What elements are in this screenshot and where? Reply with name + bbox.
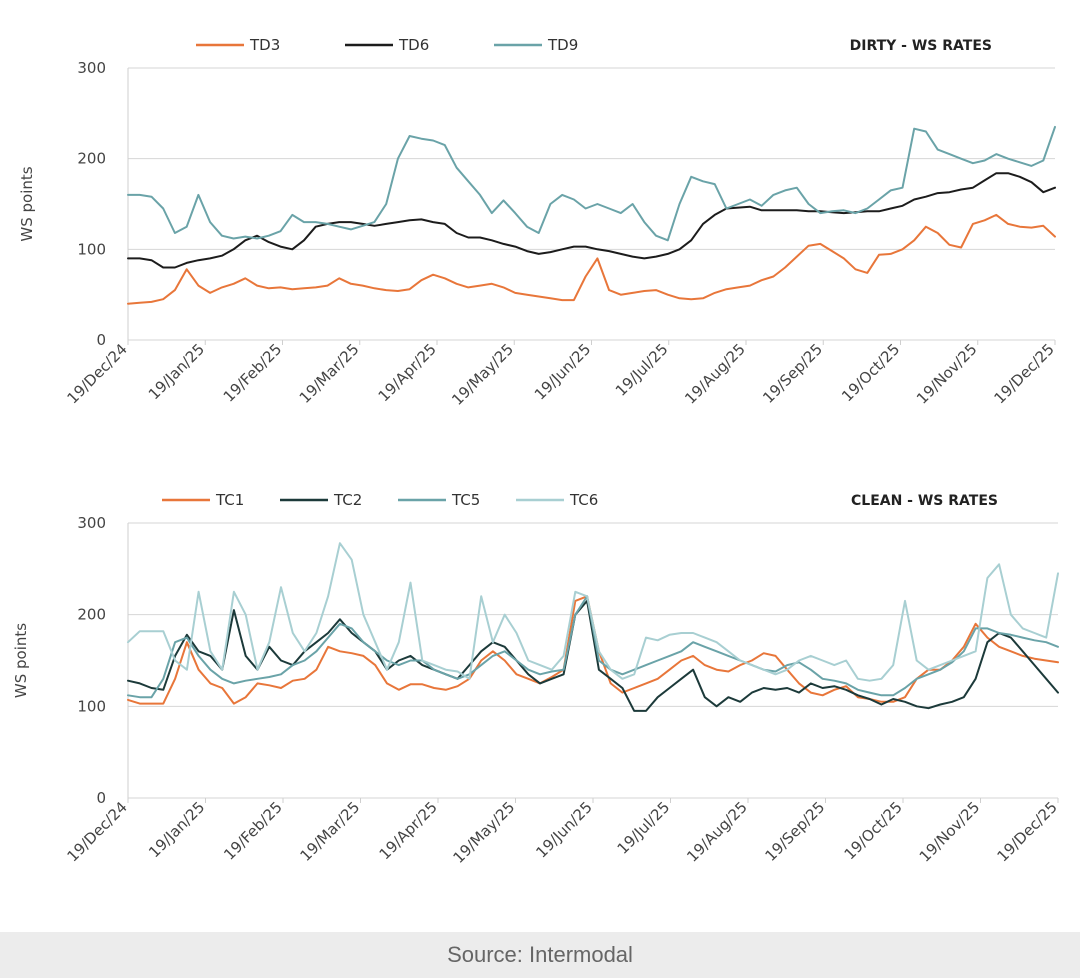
- legend-label-tc1: TC1: [215, 491, 244, 509]
- x-tick-label: 19/May/25: [450, 798, 519, 867]
- y-tick-label: 0: [96, 789, 106, 807]
- x-tick-label: 19/Mar/25: [296, 798, 363, 865]
- x-tick-label: 19/Dec/25: [990, 340, 1057, 407]
- legend-label-tc6: TC6: [569, 491, 598, 509]
- y-axis-label: WS points: [12, 623, 30, 698]
- x-tick-label: 19/Apr/25: [376, 798, 441, 863]
- y-tick-label: 300: [77, 514, 106, 532]
- source-text: Source: Intermodal: [447, 942, 633, 967]
- legend-label-td9: TD9: [547, 36, 578, 54]
- x-tick-label: 19/Nov/25: [916, 798, 984, 866]
- x-tick-label: 19/Sep/25: [759, 340, 826, 407]
- x-tick-label: 19/Oct/25: [838, 340, 903, 405]
- legend-label-tc2: TC2: [333, 491, 362, 509]
- x-tick-label: 19/Dec/24: [63, 340, 130, 407]
- series-line-tc6: [127, 542, 1059, 682]
- source-footer: Source: Intermodal: [0, 932, 1080, 978]
- chart-title: DIRTY - WS RATES: [850, 38, 992, 54]
- x-tick-label: 19/Apr/25: [375, 340, 440, 405]
- legend-label-tc5: TC5: [451, 491, 480, 509]
- x-tick-label: 19/Oct/25: [841, 798, 906, 863]
- y-tick-label: 300: [77, 59, 106, 77]
- x-tick-label: 19/Jan/25: [145, 798, 208, 861]
- x-tick-label: 19/Sep/25: [761, 798, 828, 865]
- x-tick-label: 19/Mar/25: [296, 340, 363, 407]
- x-tick-label: 19/Dec/24: [63, 798, 130, 865]
- series-line-td9: [127, 125, 1056, 242]
- x-tick-label: 19/Aug/25: [681, 340, 749, 408]
- series-line-tc2: [127, 599, 1059, 712]
- y-tick-label: 0: [96, 331, 106, 349]
- y-axis-label: WS points: [18, 166, 36, 241]
- chart-title: CLEAN - WS RATES: [851, 493, 998, 509]
- x-tick-label: 19/Nov/25: [913, 340, 981, 408]
- x-tick-label: 19/Jun/25: [531, 340, 594, 403]
- x-tick-label: 19/Jan/25: [145, 340, 208, 403]
- x-tick-label: 19/Jun/25: [532, 798, 595, 861]
- y-tick-label: 200: [77, 150, 106, 168]
- x-tick-label: 19/Jul/25: [612, 340, 672, 400]
- x-tick-label: 19/Jul/25: [614, 798, 674, 858]
- x-tick-label: 19/Feb/25: [220, 798, 286, 864]
- series-line-td6: [127, 172, 1056, 269]
- series-line-td3: [127, 213, 1056, 305]
- legend-label-td3: TD3: [249, 36, 280, 54]
- x-tick-label: 19/Feb/25: [220, 340, 286, 406]
- y-tick-label: 100: [77, 697, 106, 715]
- x-tick-label: 19/May/25: [448, 340, 517, 409]
- y-tick-label: 100: [77, 240, 106, 258]
- x-tick-label: 19/Dec/25: [993, 798, 1060, 865]
- y-tick-label: 200: [77, 606, 106, 624]
- x-tick-label: 19/Aug/25: [683, 798, 751, 866]
- legend-label-td6: TD6: [398, 36, 429, 54]
